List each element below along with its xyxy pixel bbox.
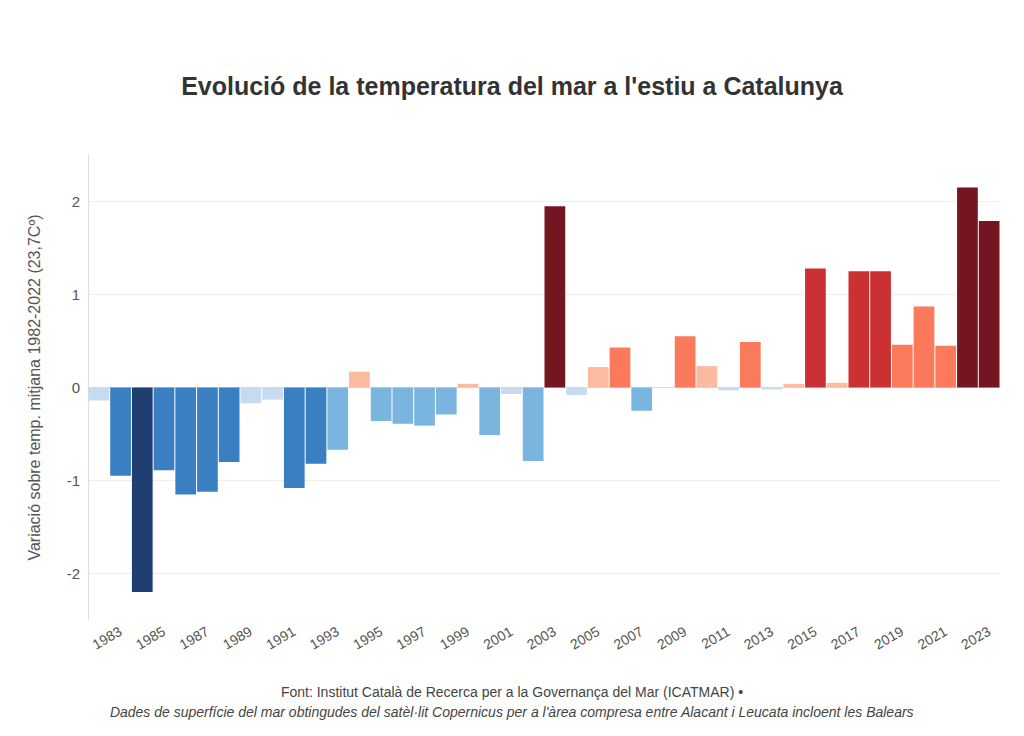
svg-text:1985: 1985 [133,623,168,653]
svg-text:Font: Institut Català de Recer: Font: Institut Català de Recerca per a l… [281,684,743,700]
svg-text:2003: 2003 [524,623,559,653]
svg-text:2015: 2015 [784,623,819,653]
svg-text:0: 0 [72,379,80,396]
svg-text:2005: 2005 [567,623,602,653]
svg-text:Variació sobre temp. mitjana 1: Variació sobre temp. mitjana 1982-2022 (… [26,214,43,560]
svg-text:2007: 2007 [611,623,646,653]
svg-text:1987: 1987 [176,623,211,653]
svg-text:1989: 1989 [220,623,255,653]
svg-text:2019: 2019 [871,623,906,653]
svg-text:2021: 2021 [915,623,950,653]
svg-text:1993: 1993 [307,623,342,653]
svg-text:Dades de superfície del mar ob: Dades de superfície del mar obtingudes d… [110,704,914,720]
svg-text:1: 1 [72,286,80,303]
svg-text:2: 2 [72,193,80,210]
svg-text:1995: 1995 [350,623,385,653]
svg-text:2017: 2017 [828,623,863,653]
svg-text:2001: 2001 [480,623,515,653]
svg-text:Evolució de la temperatura del: Evolució de la temperatura del mar a l'e… [181,72,844,100]
svg-text:1991: 1991 [263,623,298,653]
svg-text:-2: -2 [67,565,80,582]
svg-text:2009: 2009 [654,623,689,653]
svg-text:1997: 1997 [394,623,429,653]
svg-text:2011: 2011 [699,623,733,652]
svg-text:1983: 1983 [90,623,125,653]
svg-text:1999: 1999 [437,623,472,653]
svg-text:-1: -1 [67,472,80,489]
svg-text:2023: 2023 [958,623,993,653]
svg-text:2013: 2013 [741,623,776,653]
